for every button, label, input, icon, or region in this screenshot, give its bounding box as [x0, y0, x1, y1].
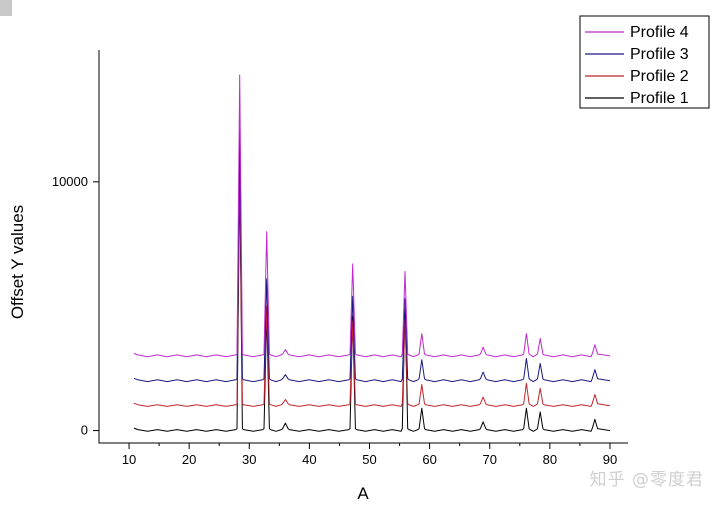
- series-lines: [133, 74, 611, 432]
- axis-frame: [98, 50, 628, 444]
- legend-label: Profile 3: [630, 46, 689, 63]
- x-tick-label: 80: [543, 452, 557, 467]
- legend-label: Profile 4: [630, 24, 689, 41]
- x-axis-title: A: [357, 484, 369, 503]
- corner-mark: [0, 0, 12, 16]
- x-tick-label: 60: [422, 452, 436, 467]
- x-tick-label: 30: [242, 452, 256, 467]
- series-line-profile-2: [133, 166, 611, 407]
- x-tick-label: 70: [483, 452, 497, 467]
- x-axis-ticks: 10 20 30 40 50 60 70 80 90: [122, 443, 617, 467]
- series-line-profile-3: [133, 126, 611, 383]
- legend-label: Profile 2: [630, 68, 689, 85]
- series-line-profile-4: [133, 74, 611, 358]
- x-tick-label: 10: [122, 452, 136, 467]
- y-tick-label: 0: [81, 423, 88, 438]
- watermark-text: 知乎 @零度君: [589, 470, 704, 490]
- legend: Profile 4 Profile 3 Profile 2 Profile 1: [579, 15, 710, 109]
- x-tick-label: 20: [182, 452, 196, 467]
- x-tick-label: 40: [302, 452, 316, 467]
- y-axis-ticks: 0 10000: [52, 174, 99, 438]
- y-axis-title: Offset Y values: [8, 205, 27, 319]
- x-tick-label: 50: [362, 452, 376, 467]
- x-tick-label: 90: [603, 452, 617, 467]
- legend-box: [579, 15, 710, 109]
- legend-label: Profile 1: [630, 90, 689, 107]
- series-line-profile-1: [133, 173, 611, 432]
- y-tick-label: 10000: [52, 174, 88, 189]
